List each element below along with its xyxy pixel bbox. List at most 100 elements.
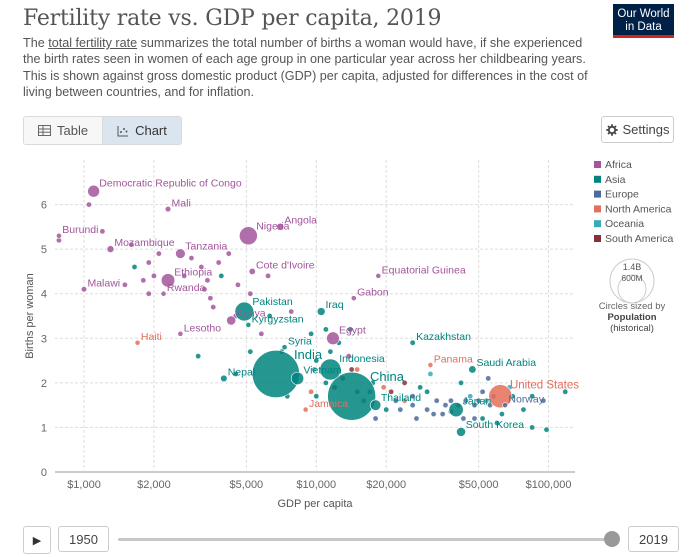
point-label: Haiti: [141, 331, 162, 343]
legend-label: Oceania: [605, 218, 644, 230]
data-point: [131, 264, 138, 270]
data-point: [479, 388, 486, 395]
point-label: Nepal: [228, 366, 255, 378]
data-point-labeled: [239, 226, 258, 246]
timeline-handle[interactable]: [604, 531, 620, 547]
legend-swatch: [594, 220, 601, 228]
timeline-bar: ▶ 1950 2019: [0, 523, 690, 557]
data-point-labeled: [290, 371, 305, 385]
tab-table[interactable]: Table: [24, 117, 103, 144]
point-label: Kazakhstan: [416, 331, 471, 343]
point-label: Lesotho: [184, 322, 222, 334]
data-point: [145, 290, 152, 297]
point-label: Indonesia: [339, 353, 385, 365]
data-point: [383, 406, 389, 413]
size-legend-caption-sub: (historical): [610, 323, 654, 334]
data-point-labeled: [319, 358, 342, 381]
data-point: [529, 393, 535, 400]
point-label: Equatorial Guinea: [382, 264, 466, 276]
y-tick-label: 0: [41, 467, 47, 479]
total-fertility-rate-link[interactable]: total fertility rate: [48, 36, 138, 50]
subtitle-lead: The: [23, 36, 49, 50]
data-point: [485, 375, 492, 382]
x-tick-label: $50,000: [459, 479, 499, 491]
data-point: [215, 259, 222, 266]
chart-icon: [117, 125, 129, 136]
data-point: [479, 415, 486, 422]
end-year-box[interactable]: 2019: [628, 526, 679, 552]
data-point: [204, 277, 211, 284]
data-point: [494, 420, 500, 426]
data-point: [86, 201, 92, 208]
data-point: [417, 384, 423, 391]
data-point: [397, 406, 404, 413]
data-point: [483, 397, 490, 404]
point-label: Saudi Arabia: [476, 357, 536, 369]
point-label: Kyrgyzstan: [252, 313, 304, 325]
data-point: [348, 366, 355, 373]
point-label: Malawi: [87, 278, 120, 290]
data-point-labeled: [448, 402, 464, 418]
data-point: [188, 255, 195, 261]
data-point: [323, 380, 329, 386]
play-icon: ▶: [32, 534, 42, 547]
data-point-labeled: [327, 371, 376, 421]
size-legend-caption: Circles sized by: [599, 301, 666, 312]
data-point: [520, 406, 527, 413]
point-label: China: [370, 369, 405, 384]
data-point: [372, 415, 379, 422]
data-point-labeled: [302, 406, 309, 413]
data-point: [401, 397, 408, 404]
x-tick-label: $10,000: [296, 479, 336, 491]
data-point: [347, 326, 354, 333]
point-label: Norway: [508, 394, 544, 406]
settings-button[interactable]: Settings: [601, 116, 674, 143]
data-point: [258, 331, 265, 337]
data-point: [413, 415, 420, 422]
data-point: [122, 281, 128, 288]
legend-swatch: [594, 190, 601, 198]
data-point: [409, 393, 416, 400]
data-point-labeled: [276, 222, 285, 231]
data-point-labeled: [177, 330, 184, 337]
size-legend-circle-small: [617, 274, 647, 304]
data-point-labeled: [427, 362, 434, 368]
data-point-labeled: [409, 339, 416, 346]
y-axis-title: Births per woman: [24, 273, 36, 359]
data-point: [380, 384, 387, 391]
view-tabs: Table Chart: [23, 116, 182, 145]
legend-swatch: [594, 175, 601, 183]
point-label: Ethiopia: [174, 266, 212, 278]
data-point-labeled: [251, 349, 300, 398]
data-point: [427, 371, 434, 377]
x-tick-label: $2,000: [137, 479, 171, 491]
settings-label: Settings: [622, 122, 670, 137]
subtitle-rest: summarizes the total number of births a …: [23, 36, 588, 100]
play-button[interactable]: ▶: [23, 526, 51, 554]
point-label: South Korea: [466, 419, 525, 431]
data-point: [354, 366, 360, 373]
start-year-box[interactable]: 1950: [58, 526, 109, 552]
data-point-labeled: [488, 384, 513, 409]
timeline-track[interactable]: [118, 538, 612, 541]
tab-chart[interactable]: Chart: [102, 117, 181, 144]
data-point: [311, 366, 318, 373]
point-label: Burundi: [62, 224, 98, 236]
data-point: [439, 411, 446, 417]
table-icon: [38, 125, 51, 136]
data-point: [448, 397, 454, 404]
x-tick-label: $5,000: [230, 479, 264, 491]
point-label: Panama: [434, 353, 473, 365]
legend-label: South America: [605, 233, 673, 245]
data-point: [181, 273, 188, 279]
data-point: [308, 331, 314, 337]
data-point: [460, 415, 467, 422]
data-point: [562, 388, 569, 395]
point-label: Mozambique: [114, 237, 174, 249]
owid-logo[interactable]: Our World in Data: [613, 4, 674, 38]
y-tick-label: 6: [41, 200, 47, 212]
size-legend-max: 1.4B: [623, 262, 642, 272]
data-point-labeled: [106, 245, 115, 253]
data-point: [313, 393, 320, 400]
data-point: [499, 411, 505, 417]
